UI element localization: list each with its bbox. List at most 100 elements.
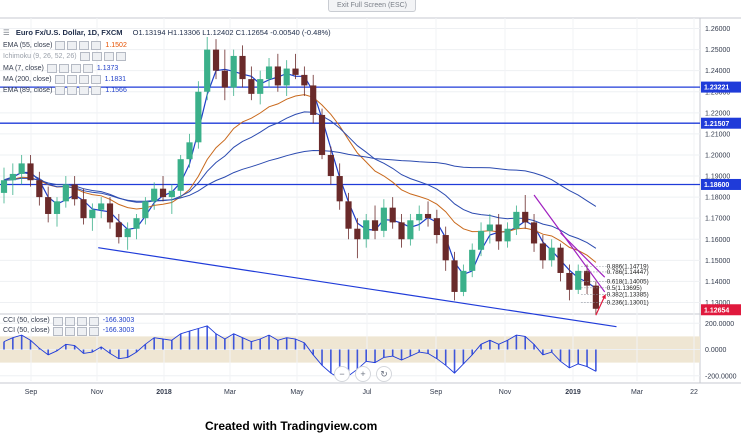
more-icon[interactable] xyxy=(88,316,99,326)
candle-body xyxy=(583,270,591,286)
candle-body xyxy=(460,270,467,292)
eye-icon[interactable] xyxy=(55,86,66,96)
eye-icon[interactable] xyxy=(52,316,63,326)
eye-icon[interactable] xyxy=(46,63,57,73)
time-tick-label: Mar xyxy=(631,389,644,396)
eye-icon[interactable] xyxy=(55,41,66,51)
close-icon[interactable] xyxy=(76,316,87,326)
time-axis-labels: Sep Nov 2018 Mar May Jul Sep Nov 2019 Mar 22 xyxy=(25,389,698,396)
gear-icon[interactable] xyxy=(67,86,78,96)
eye-icon[interactable] xyxy=(52,326,63,336)
candle-body xyxy=(159,188,167,198)
indicator-row[interactable]: EMA (55, close) 1.1502 xyxy=(3,40,130,51)
channel-layer xyxy=(98,247,617,328)
candle-body xyxy=(301,74,308,86)
candle-body xyxy=(265,66,273,80)
candle-body xyxy=(221,70,228,88)
indicator-legend: EMA (55, close) 1.1502 Ichimoku (9, 26, 52… xyxy=(3,40,130,96)
time-tick-label: May xyxy=(290,389,304,396)
close-icon[interactable] xyxy=(79,41,90,51)
zoom-out-button[interactable]: − xyxy=(334,366,350,382)
ema89-line xyxy=(3,111,597,249)
candle-body xyxy=(522,211,529,223)
fib-level-label: 0.786(1.14447) xyxy=(607,269,649,276)
gear-icon[interactable] xyxy=(58,63,69,73)
candle-body xyxy=(124,228,131,238)
level-badge xyxy=(701,81,741,93)
more-icon[interactable] xyxy=(88,326,99,336)
time-tick-label: Sep xyxy=(25,389,38,396)
level-badge-label: 1.21507 xyxy=(704,121,729,128)
close-icon[interactable] xyxy=(79,86,90,96)
candle-body xyxy=(486,224,493,231)
candle-body xyxy=(318,114,326,155)
time-tick-label: Mar xyxy=(224,389,237,396)
close-icon[interactable] xyxy=(78,75,89,85)
more-icon[interactable] xyxy=(115,52,126,62)
trend-line xyxy=(533,194,606,293)
fib-level-label: 0.236(1.13001) xyxy=(607,300,649,307)
gear-icon[interactable] xyxy=(91,52,102,62)
trend-line-inner xyxy=(560,232,606,278)
last-price-badge xyxy=(701,304,741,316)
indicator-value: 1.1566 xyxy=(105,87,127,95)
more-icon[interactable] xyxy=(91,86,102,96)
level-badge xyxy=(701,117,741,129)
candle-body xyxy=(274,66,281,86)
gear-icon[interactable] xyxy=(64,326,75,336)
candle-body xyxy=(442,235,449,261)
time-tick-label: 2019 xyxy=(565,389,581,396)
candle-body xyxy=(363,220,370,240)
indicator-row[interactable]: MA (200, close) 1.1831 xyxy=(3,74,130,85)
candle-body xyxy=(115,222,122,238)
candle-body xyxy=(168,190,175,198)
time-tick-label: 2018 xyxy=(156,389,172,396)
candle-body xyxy=(292,68,299,75)
gear-icon[interactable] xyxy=(64,316,75,326)
time-tick-label: Sep xyxy=(430,389,443,396)
cci-legend: CCI (50, close) -166.3003 CCI (50, close) -… xyxy=(3,316,134,336)
footer-text: Created with Tradingview.com xyxy=(205,419,378,433)
more-icon[interactable] xyxy=(90,75,101,85)
more-icon[interactable] xyxy=(91,41,102,51)
cci-legend-row[interactable]: CCI (50, close) -166.3003 xyxy=(3,326,134,336)
candle-body xyxy=(548,247,555,261)
candle-body xyxy=(142,201,149,219)
cci-legend-row[interactable]: CCI (50, close) -166.3003 xyxy=(3,316,134,326)
zoom-in-button[interactable]: + xyxy=(355,366,371,382)
level-badge xyxy=(701,178,741,190)
exit-fullscreen-button[interactable]: Exit Full Screen (ESC) xyxy=(328,0,416,12)
indicator-row[interactable]: Ichimoku (9, 26, 52, 26) xyxy=(3,51,130,62)
indicator-row[interactable]: MA (7, close) 1.1373 xyxy=(3,63,130,74)
close-icon[interactable] xyxy=(103,52,114,62)
cci-name: CCI (50, close) xyxy=(3,327,50,334)
candle-body xyxy=(71,184,78,200)
indicator-row[interactable]: EMA (89, close) 1.1566 xyxy=(3,85,130,96)
fibonacci-layer: 0.886(1.14719)0.786(1.14447) 0.618(1.1400… xyxy=(581,263,649,307)
gear-icon[interactable] xyxy=(66,75,77,85)
price-tick-label: 1.24000 xyxy=(705,68,730,75)
gear-icon[interactable] xyxy=(67,41,78,51)
eye-icon[interactable] xyxy=(54,75,65,85)
candle-body xyxy=(204,49,211,92)
candle-body xyxy=(310,85,317,115)
eye-icon[interactable] xyxy=(79,52,90,62)
candle-body xyxy=(336,176,343,202)
price-tick-label: 1.19000 xyxy=(705,174,730,181)
candle-body xyxy=(389,207,396,223)
reset-icon[interactable]: ↻ xyxy=(376,366,392,382)
close-icon[interactable] xyxy=(70,63,81,73)
candle-body xyxy=(407,220,414,240)
candle-body xyxy=(398,222,405,240)
last-price-label: 1.12654 xyxy=(704,307,729,314)
time-tick-label: 22 xyxy=(690,389,698,396)
close-icon[interactable] xyxy=(76,326,87,336)
candle-body xyxy=(0,180,8,193)
candle-body xyxy=(248,79,255,94)
channel-line xyxy=(98,247,617,328)
cci-value: -166.3003 xyxy=(102,317,135,324)
more-icon[interactable] xyxy=(82,63,93,73)
collapse-icon[interactable]: ☰ xyxy=(3,28,10,37)
